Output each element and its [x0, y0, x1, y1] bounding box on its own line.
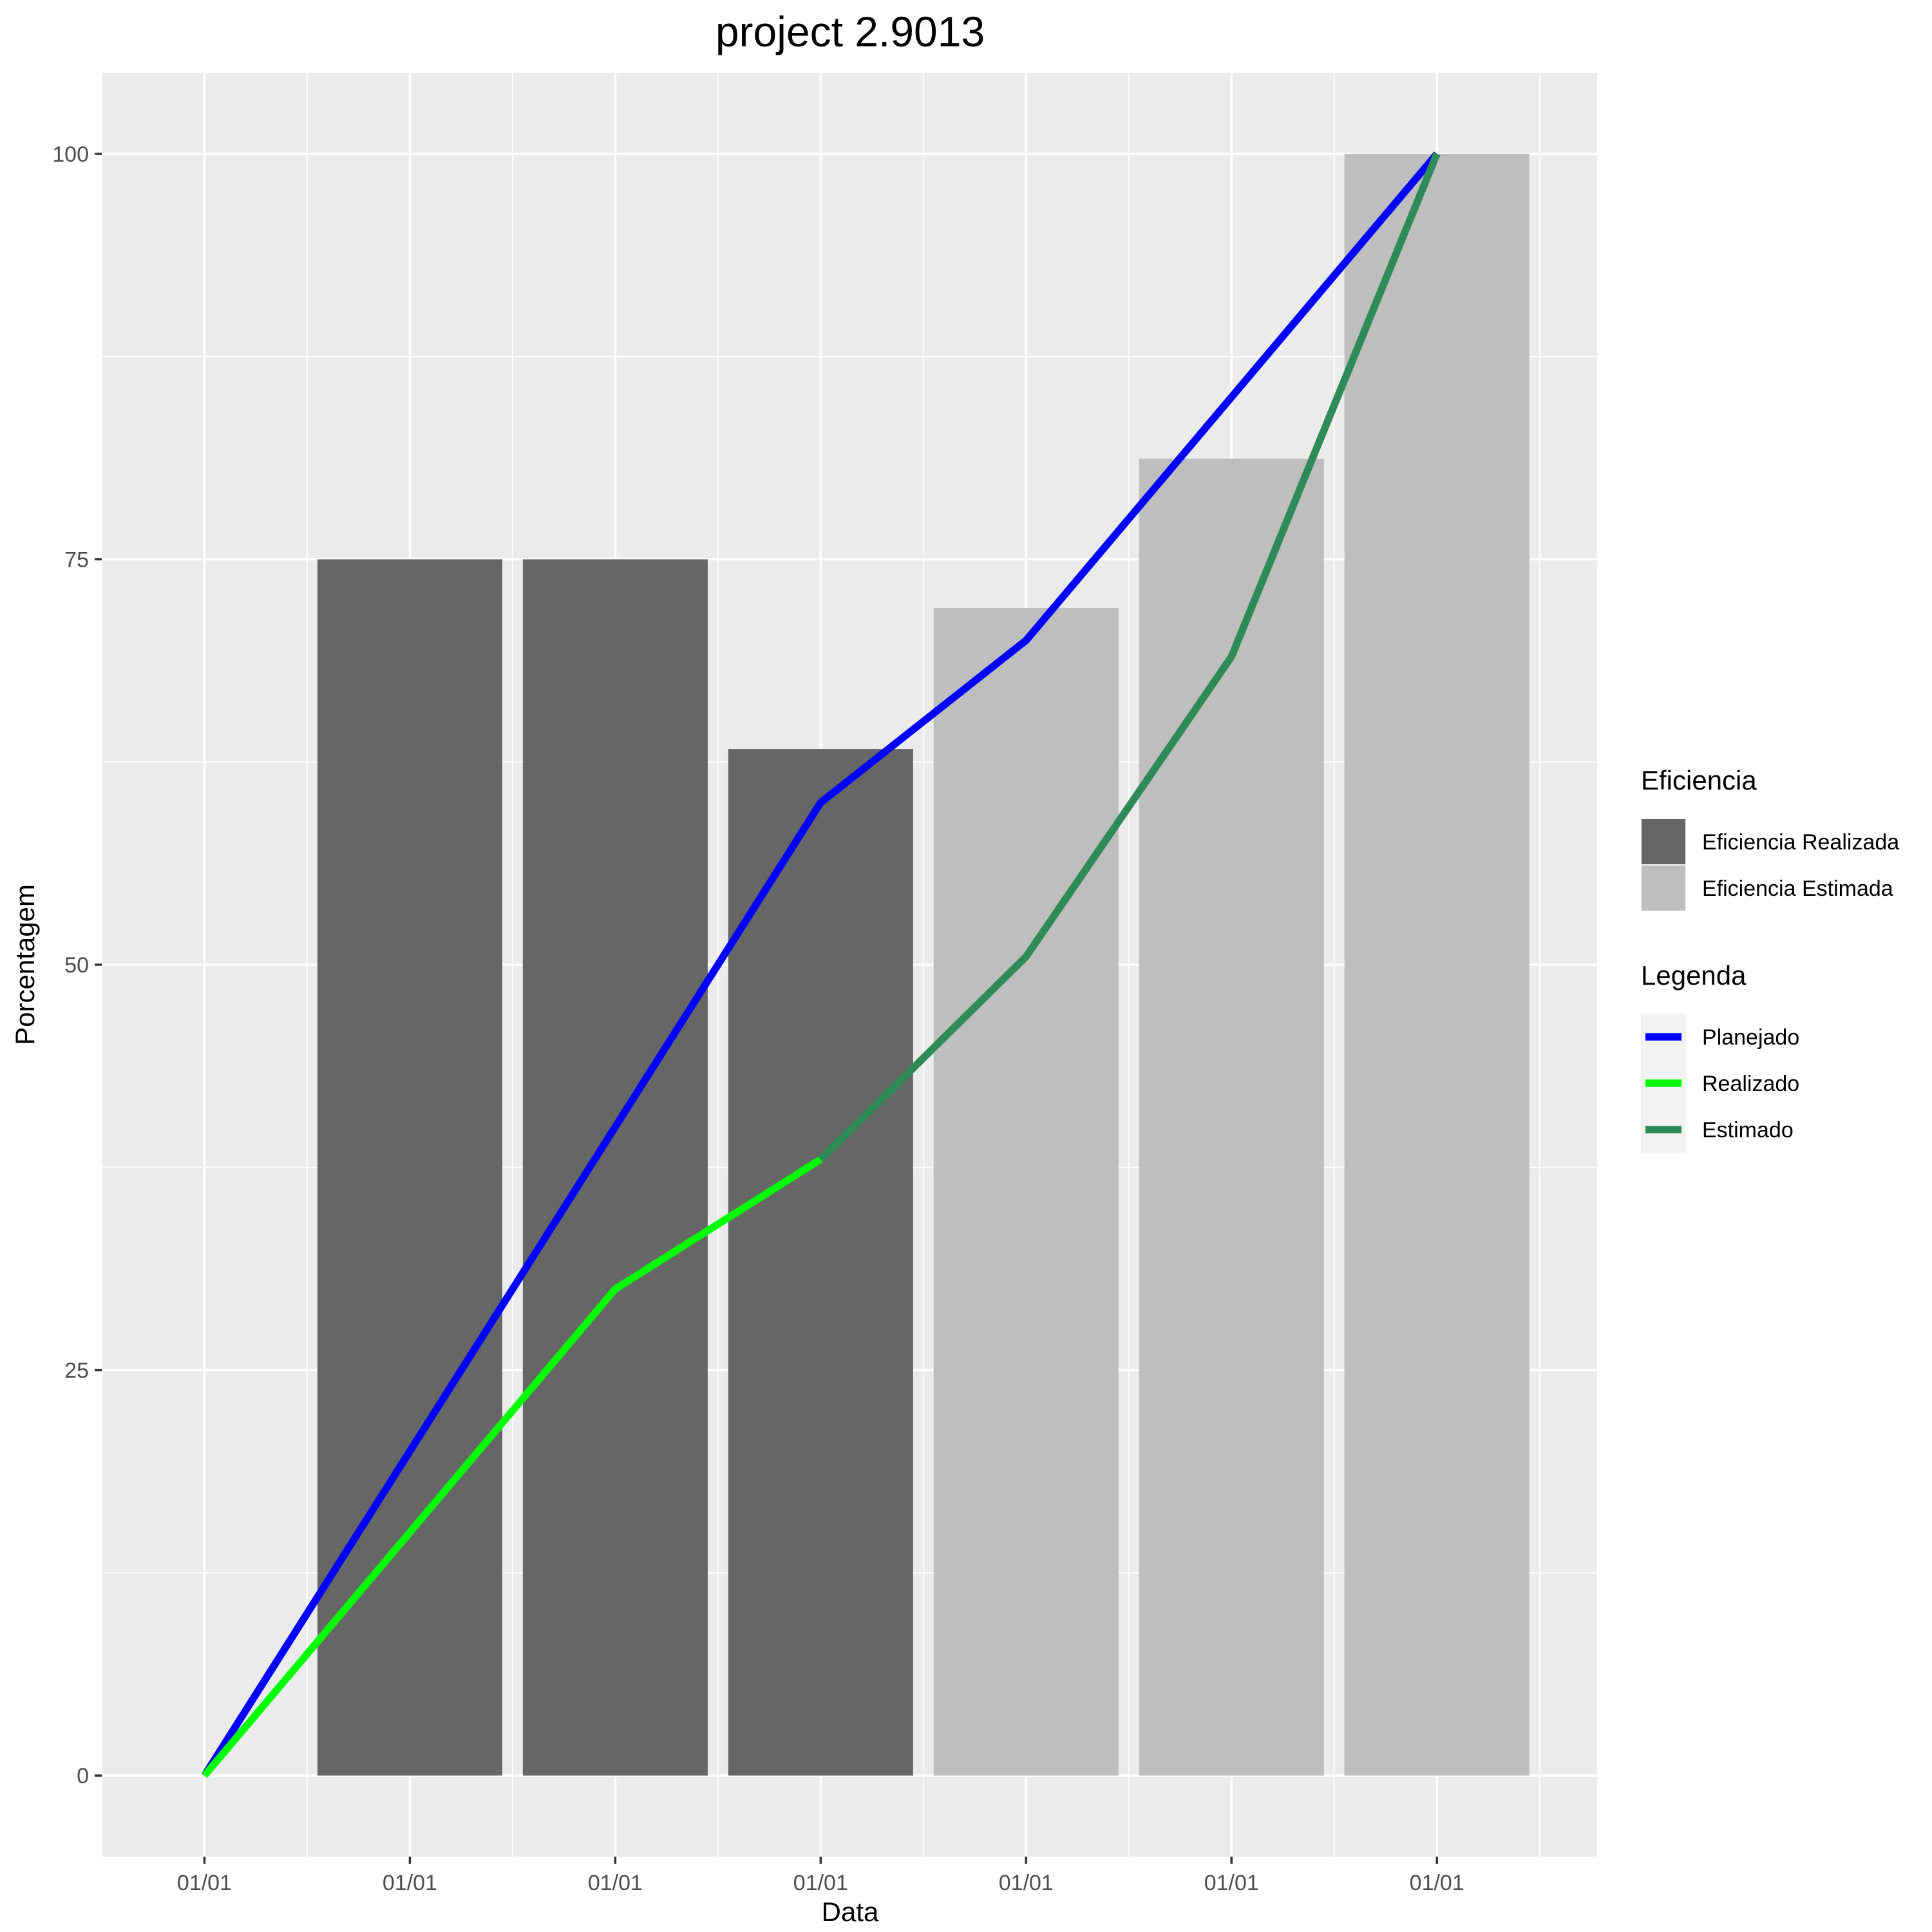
x-axis-title: Data: [822, 1897, 879, 1927]
series-line-realizado: [202, 1156, 823, 1778]
y-tick-label: 0: [77, 1764, 89, 1788]
legend-label: Estimado: [1702, 1118, 1794, 1142]
x-tick-label: 01/01: [177, 1871, 232, 1895]
legend-title: Eficiencia: [1641, 765, 1757, 795]
bar: [933, 608, 1119, 1776]
x-tick-label: 01/01: [1204, 1871, 1259, 1895]
y-tick-label: 25: [64, 1359, 89, 1383]
y-tick-label: 50: [64, 953, 89, 978]
x-tick-label: 01/01: [999, 1871, 1054, 1895]
x-tick-label: 01/01: [793, 1871, 848, 1895]
y-axis-title: Porcentagem: [10, 884, 40, 1045]
y-tick-label: 100: [52, 142, 89, 167]
bar: [317, 559, 502, 1776]
bar: [728, 749, 913, 1776]
legend-swatch: [1642, 866, 1685, 911]
bar: [1139, 459, 1324, 1776]
bar: [1344, 153, 1530, 1776]
legend-label: Planejado: [1702, 1025, 1799, 1050]
series-line-planejado: [201, 151, 1440, 1778]
legend-label: Eficiencia Realizada: [1702, 830, 1899, 855]
legend-swatch: [1642, 819, 1685, 864]
bar: [522, 559, 708, 1776]
x-tick-label: 01/01: [383, 1871, 437, 1895]
series-lines: [201, 151, 1441, 1778]
y-tick-label: 75: [64, 547, 89, 572]
legend-title: Legenda: [1641, 960, 1747, 990]
axes: 0 25 50 75 100 01/01 01/01 01/01 01/01 01/01 01/01…: [52, 142, 1464, 1895]
x-tick-label: 01/01: [1410, 1871, 1464, 1895]
legend: Eficiencia Eficiencia Realizada Eficiencia…: [1641, 765, 1899, 1153]
x-tick-label: 01/01: [588, 1871, 643, 1895]
chart-title: project 2.9013: [715, 8, 985, 55]
series-line-estimado: [818, 152, 1441, 1162]
legend-label: Eficiencia Estimada: [1702, 876, 1893, 901]
bars: [317, 153, 1530, 1776]
legend-label: Realizado: [1702, 1072, 1799, 1096]
